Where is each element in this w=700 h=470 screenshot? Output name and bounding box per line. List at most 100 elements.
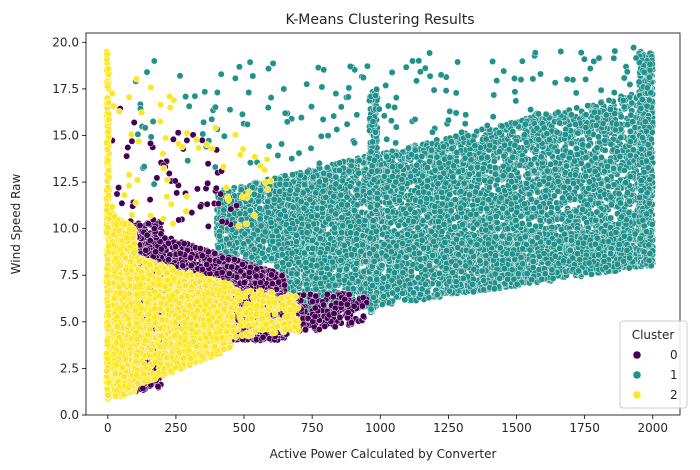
data-point	[505, 165, 512, 173]
data-point	[434, 180, 442, 188]
data-point	[584, 161, 592, 169]
data-point	[459, 221, 467, 229]
data-point	[446, 191, 454, 199]
data-point	[293, 238, 300, 246]
data-point	[607, 140, 615, 148]
data-point	[303, 168, 311, 176]
data-point	[574, 129, 582, 137]
data-point	[418, 153, 426, 160]
data-point	[258, 249, 266, 257]
data-point	[436, 208, 444, 215]
data-point	[561, 131, 569, 138]
data-point	[248, 253, 256, 261]
data-point	[460, 179, 468, 187]
data-point	[607, 201, 615, 209]
data-point	[257, 222, 265, 230]
data-point	[554, 108, 562, 116]
data-point	[424, 176, 432, 184]
data-point	[547, 160, 555, 168]
data-point	[474, 196, 482, 204]
data-point	[568, 139, 576, 147]
data-point	[567, 149, 574, 157]
data-point	[467, 211, 474, 218]
data-point	[627, 111, 635, 119]
data-point	[570, 180, 577, 187]
data-point	[582, 124, 590, 132]
data-point	[571, 157, 579, 165]
data-point	[509, 153, 517, 161]
data-point	[452, 132, 460, 140]
data-point	[595, 133, 602, 141]
data-point	[494, 225, 502, 233]
data-point	[524, 170, 532, 178]
data-point	[577, 159, 585, 167]
data-point	[543, 167, 551, 175]
data-point	[554, 187, 562, 195]
data-point	[509, 128, 517, 135]
data-point	[493, 219, 501, 226]
data-point	[438, 200, 446, 208]
data-point	[522, 120, 529, 128]
data-point	[260, 237, 268, 245]
data-point	[451, 196, 459, 204]
data-point	[353, 191, 361, 199]
data-point	[319, 187, 327, 195]
data-point	[472, 188, 480, 196]
data-point	[405, 144, 413, 152]
data-point	[431, 166, 439, 174]
data-point	[567, 212, 575, 220]
data-point	[626, 151, 634, 159]
data-point	[355, 157, 363, 165]
data-point	[571, 120, 579, 128]
data-point	[491, 164, 499, 172]
data-point	[474, 163, 482, 171]
data-point	[486, 215, 494, 222]
data-point	[483, 205, 491, 213]
data-point	[261, 228, 269, 236]
data-point	[597, 153, 605, 161]
data-point	[616, 153, 624, 161]
data-point	[214, 244, 222, 252]
data-point	[520, 200, 528, 208]
data-point	[339, 222, 347, 230]
data-point	[277, 211, 284, 219]
data-point	[542, 110, 550, 118]
data-point	[355, 169, 363, 177]
data-point	[585, 184, 593, 192]
data-point	[504, 225, 512, 233]
data-point	[512, 216, 520, 224]
data-point	[592, 216, 600, 224]
data-point	[276, 188, 284, 196]
data-point	[601, 146, 609, 154]
data-point	[398, 184, 406, 192]
data-point	[257, 186, 265, 194]
data-point	[383, 207, 391, 215]
data-point	[579, 205, 587, 213]
data-point	[620, 166, 628, 174]
data-point	[622, 179, 630, 187]
data-point	[313, 212, 321, 220]
data-point	[492, 213, 500, 220]
data-point	[558, 215, 566, 223]
data-point	[431, 203, 439, 210]
data-point	[495, 129, 503, 137]
data-point	[603, 175, 611, 183]
data-point	[427, 146, 435, 154]
data-point	[560, 183, 568, 191]
data-point	[316, 178, 323, 186]
data-point	[427, 228, 435, 236]
data-point	[338, 229, 346, 237]
data-point	[273, 227, 281, 235]
data-point	[547, 209, 555, 217]
data-point	[388, 173, 396, 180]
data-points	[102, 44, 657, 403]
data-point	[270, 195, 278, 203]
data-point	[237, 216, 245, 224]
data-point	[286, 225, 294, 233]
data-point	[577, 193, 585, 201]
data-point	[605, 96, 613, 104]
data-point	[626, 197, 634, 205]
data-point	[318, 204, 326, 212]
data-point	[629, 118, 637, 126]
data-point	[420, 188, 428, 196]
